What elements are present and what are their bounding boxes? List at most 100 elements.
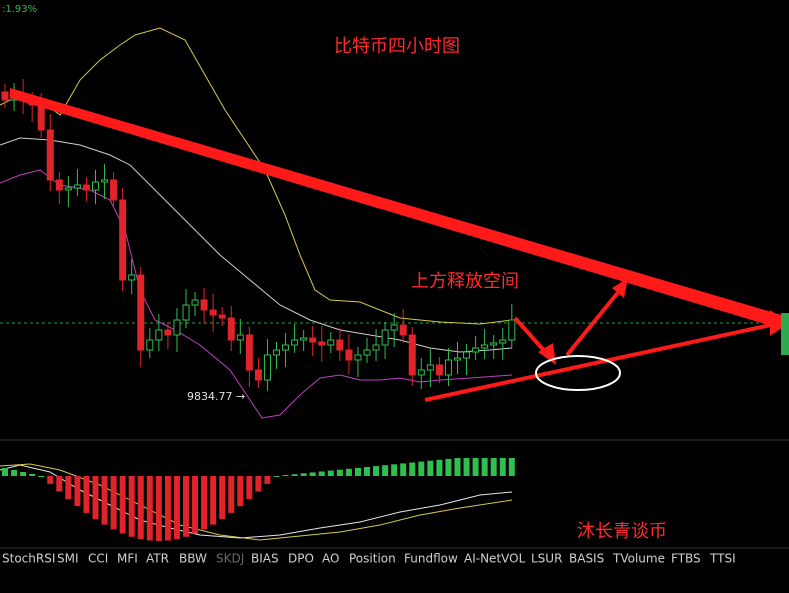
candle-body xyxy=(282,344,290,351)
bollinger-lower xyxy=(0,169,513,419)
macd-bar xyxy=(119,476,126,534)
macd-bar xyxy=(364,467,370,476)
candle-body xyxy=(37,104,45,131)
indicator-tab[interactable]: CCI xyxy=(88,552,108,566)
candle-body xyxy=(408,334,416,376)
macd-bar xyxy=(65,476,72,500)
watermark: 沐长青谈币 xyxy=(577,521,667,542)
low-price-label: 9834.77 → xyxy=(187,390,245,403)
candle-body xyxy=(155,329,163,341)
candle-body xyxy=(508,319,516,341)
bollinger-upper xyxy=(0,27,513,325)
indicator-tabs: StochRSI SMI CCI MFI ATR BBW SKDJ BIAS DPO AO Posi… xyxy=(2,552,736,566)
indicator-tab[interactable]: AO xyxy=(322,552,339,566)
macd-bar xyxy=(472,458,479,476)
macd-pane xyxy=(0,458,515,541)
macd-bar xyxy=(128,476,135,537)
candle-body xyxy=(327,339,335,346)
candle-body xyxy=(92,181,99,191)
candle-body xyxy=(110,179,118,201)
macd-bar xyxy=(481,458,488,476)
macd-bar xyxy=(173,476,180,540)
candle-body xyxy=(245,334,253,371)
indicator-tab[interactable]: TTSI xyxy=(709,552,736,566)
candle-body xyxy=(46,129,54,181)
candles xyxy=(1,79,516,391)
indicator-tab[interactable]: BBW xyxy=(179,552,207,566)
indicator-tab[interactable]: StochRSI xyxy=(2,552,55,566)
candle-body xyxy=(64,187,72,191)
macd-bar xyxy=(92,476,99,520)
macd-bar xyxy=(11,470,18,476)
macd-line xyxy=(0,464,513,539)
macd-bar xyxy=(110,476,117,530)
candle-body xyxy=(426,364,434,371)
candle-body xyxy=(300,337,308,341)
macd-bar xyxy=(155,476,162,541)
macd-bar xyxy=(454,458,461,476)
macd-bar xyxy=(418,461,425,476)
indicator-tab[interactable]: ATR xyxy=(146,552,169,566)
macd-bar xyxy=(409,462,416,476)
indicator-tab[interactable]: Fundflow xyxy=(404,552,458,566)
candle-body xyxy=(454,357,461,361)
candle-body xyxy=(399,324,407,336)
macd-bar xyxy=(463,458,470,476)
candle-body xyxy=(372,344,380,351)
indicator-tab[interactable]: LSUR xyxy=(531,552,562,566)
macd-bar xyxy=(499,458,506,476)
trend-line-upper xyxy=(10,88,785,330)
candle-body xyxy=(137,274,145,351)
candle-body xyxy=(173,319,181,336)
macd-bar xyxy=(137,476,144,540)
indicator-tab[interactable]: FTBS xyxy=(671,552,701,566)
candle-body xyxy=(463,351,471,359)
candle-body xyxy=(481,344,489,349)
candle-body xyxy=(490,342,498,346)
candle-body xyxy=(236,334,244,341)
macd-bar xyxy=(2,468,8,476)
macd-bar xyxy=(29,474,36,476)
indicator-tab[interactable]: AI-NetVOL xyxy=(464,552,526,566)
change-label: :1.93% xyxy=(2,4,37,15)
macd-bar xyxy=(38,476,45,477)
candle-body xyxy=(263,354,271,381)
highlight-ellipse xyxy=(535,355,621,391)
macd-bar xyxy=(373,466,380,476)
indicator-tab[interactable]: DPO xyxy=(288,552,314,566)
candle-body xyxy=(182,304,190,321)
macd-bar xyxy=(345,468,352,476)
macd-bar xyxy=(354,467,361,476)
indicator-tab[interactable]: MFI xyxy=(117,552,138,566)
macd-bar xyxy=(201,476,208,530)
candle-body xyxy=(146,339,154,351)
candle-body xyxy=(254,369,262,381)
indicator-tab[interactable]: TVolume xyxy=(612,552,665,566)
candle-body xyxy=(200,299,208,311)
macd-bar xyxy=(382,465,389,476)
macd-bar xyxy=(291,474,298,476)
candle-body xyxy=(119,199,127,281)
macd-bar xyxy=(300,473,307,476)
candle-body xyxy=(73,184,81,189)
macd-bar xyxy=(490,458,497,476)
indicator-tab[interactable]: Position xyxy=(349,552,396,566)
candle-body xyxy=(209,309,217,316)
indicator-tab[interactable]: SMI xyxy=(57,552,79,566)
candle-body xyxy=(499,339,507,344)
candle-body xyxy=(273,349,280,356)
macd-bar xyxy=(164,476,171,541)
indicator-tab[interactable]: BASIS xyxy=(569,552,604,566)
candle-body xyxy=(218,314,226,319)
candle-body xyxy=(390,324,398,331)
candle-body xyxy=(55,179,63,191)
macd-bar xyxy=(318,471,325,476)
chart-title: 比特币四小时图 xyxy=(334,36,460,57)
candle-body xyxy=(444,359,452,376)
candle-body xyxy=(309,337,317,343)
indicator-tab[interactable]: SKDJ xyxy=(216,552,244,566)
indicator-tab[interactable]: BIAS xyxy=(251,552,279,566)
price-chart: :1.93% 比特币四小时图 上方释放空间 9834.77 → xyxy=(0,4,789,419)
macd-bar xyxy=(219,476,226,520)
